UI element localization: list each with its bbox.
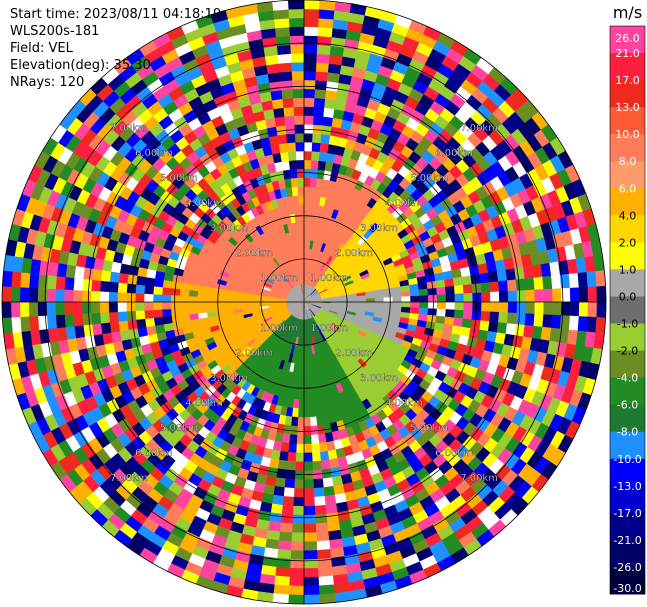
colorbar-tick-label: 1.0: [619, 263, 637, 276]
colorbar-unit: m/s: [613, 3, 642, 22]
colorbar-tick-label: -4.0: [617, 372, 638, 385]
colorbar-tick-label: -30.0: [613, 582, 641, 595]
nrays-label: NRays: 120: [10, 75, 85, 90]
colorbar-tick-label: -8.0: [617, 426, 638, 439]
colorbar-tick-label: 13.0: [615, 101, 640, 114]
field-label: Field: VEL: [10, 41, 73, 56]
instrument-label: WLS200s-181: [10, 24, 100, 39]
colorbar-tick-label: 6.0: [619, 182, 637, 195]
start-time-label: Start time: 2023/08/11 04:18:19: [10, 7, 222, 22]
colorbar-tick-label: -2.0: [617, 345, 638, 358]
colorbar-tick-label: 21.0: [615, 47, 640, 60]
colorbar-tick-label: -17.0: [613, 507, 641, 520]
scan-info: Start time: 2023/08/11 04:18:19 WLS200s-…: [10, 6, 221, 91]
elevation-label: Elevation(deg): 35.30: [10, 58, 151, 73]
colorbar-tick-label: 10.0: [615, 128, 640, 141]
colorbar-tick-label: -26.0: [613, 561, 641, 574]
colorbar-tick-label: -10.0: [613, 453, 641, 466]
colorbar-tick-label: 26.0: [615, 32, 640, 45]
colorbar-tick-label: -21.0: [613, 534, 641, 547]
colorbar-tick-label: -13.0: [613, 480, 641, 493]
colorbar-tick-label: 8.0: [619, 155, 637, 168]
colorbar-tick-label: 4.0: [619, 209, 637, 222]
colorbar-tick-label: 17.0: [615, 74, 640, 87]
colorbar-tick-label: -1.0: [617, 318, 638, 331]
colorbar-tick-label: 2.0: [619, 236, 637, 249]
colorbar-tick-label: -6.0: [617, 399, 638, 412]
colorbar-tick-label: 0.0: [619, 291, 637, 304]
